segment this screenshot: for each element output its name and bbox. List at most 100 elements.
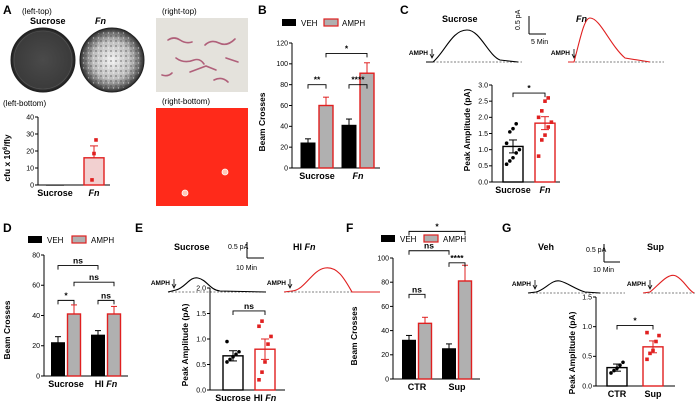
data-point: [536, 154, 541, 158]
panel-letter-f: F: [346, 221, 353, 235]
amph-stim-label: AMPH: [151, 280, 170, 287]
amph-stim-label: AMPH: [551, 50, 570, 57]
data-point: [266, 342, 270, 346]
x-category-label: Sucrose: [48, 379, 84, 389]
data-point: [514, 122, 518, 126]
x-category-label: Fn: [540, 185, 551, 195]
ylabel-main: cfu x 10: [2, 150, 12, 182]
chart-a: 0 10 20 30 40 Sucrose Fn: [26, 114, 110, 198]
panel-e-ylabel: Peak Amplitude (pA): [180, 303, 190, 386]
filament: [204, 38, 236, 46]
significance-bracket: [408, 230, 466, 236]
data-point: [615, 366, 619, 371]
current-trace: [642, 274, 695, 294]
data-point: [508, 130, 512, 134]
y-tick-label: 0: [36, 373, 40, 380]
data-point: [654, 339, 658, 344]
scale-x-label-c: 5 Min: [531, 39, 548, 46]
trace-left-label-g: Veh: [538, 242, 554, 252]
significance-label: **: [314, 75, 321, 85]
data-point: [257, 324, 261, 329]
left-top-caption: (left-top): [22, 7, 52, 16]
chart-g: 0.0 0.5 1.0 1.5 CTR Sup *: [582, 294, 675, 399]
category-italic: Fn: [353, 171, 364, 181]
stim-arrowhead: [429, 53, 435, 59]
significance-bracket: [512, 92, 546, 98]
data-point: [618, 363, 622, 368]
data-point: [511, 126, 515, 131]
data-point: [225, 360, 229, 364]
trace-right-label-e: HI Fn: [293, 242, 316, 252]
significance-label: *: [633, 315, 637, 325]
y-tick-label: 40: [381, 328, 389, 335]
current-trace: [426, 29, 519, 63]
data-point: [225, 339, 229, 344]
category-italic: Fn: [540, 185, 551, 195]
legend-veh-label: VEH: [301, 19, 318, 28]
panel-f-ylabel: Beam Crosses: [349, 306, 359, 365]
trace-left-label-e: Sucrose: [174, 242, 210, 252]
data-point: [237, 349, 241, 354]
filament: [189, 65, 217, 73]
significance-bracket: [97, 299, 115, 305]
y-tick-label: 2.0: [196, 285, 206, 292]
y-tick-label: 0.0: [478, 179, 488, 186]
x-category-label: HI Fn: [95, 379, 118, 389]
significance-bracket: [73, 281, 115, 287]
data-point: [609, 371, 613, 375]
x-category-label: Sup: [645, 389, 663, 399]
bar: [46, 184, 64, 186]
category-italic: Fn: [106, 379, 117, 389]
trace-right-label-g: Sup: [647, 242, 665, 252]
significance-bracket: [448, 262, 466, 267]
filament: [161, 72, 173, 77]
panel-letter-a: A: [3, 3, 12, 17]
y-tick-label: 0.5: [196, 362, 206, 369]
y-tick-label: 2.0: [478, 115, 488, 122]
scale-y-label-e: 0.5 pA: [228, 244, 249, 251]
data-point: [621, 360, 625, 365]
stim-arrowhead: [532, 284, 538, 290]
significance-bracket: [616, 325, 654, 330]
significance-label: *: [527, 83, 531, 93]
y-tick-label: 20: [280, 145, 288, 152]
data-point: [508, 159, 512, 163]
y-tick-label: 0: [284, 165, 288, 172]
y-tick-label: 100: [276, 61, 288, 68]
scale-x-label-e: 10 Min: [236, 265, 257, 272]
significance-bracket: [307, 84, 327, 89]
data-point: [517, 147, 522, 152]
data-point: [504, 141, 509, 145]
scale-bar-c: 0.5 pA 5 Min: [515, 9, 548, 46]
amph-stim-label: AMPH: [627, 281, 646, 288]
plate-sucrose-label: Sucrose: [30, 16, 66, 26]
scale-y-label-c: 0.5 pA: [515, 9, 522, 30]
panel-a-ylabel: cfu x 106/fly: [2, 134, 12, 182]
y-tick-label: 40: [26, 114, 34, 121]
y-tick-label: 60: [32, 283, 40, 290]
left-bottom-caption: (left-bottom): [3, 99, 46, 108]
colony-spot: [221, 168, 229, 176]
ylabel-tail: /fly: [2, 134, 12, 147]
category-prefix: HI: [254, 393, 266, 403]
data-point: [94, 138, 98, 142]
bar: [66, 313, 82, 377]
y-tick-label: 120: [276, 40, 288, 47]
amph-stim-label: AMPH: [409, 50, 428, 57]
bar: [83, 157, 105, 186]
panel-g-ylabel: Peak Amplitude (pA): [567, 311, 577, 394]
panel-d-ylabel: Beam Crosses: [2, 300, 12, 359]
bar: [442, 348, 456, 380]
bar: [534, 122, 556, 183]
data-point: [269, 334, 273, 339]
current-trace: [283, 267, 380, 293]
bar: [106, 313, 122, 377]
data-point: [546, 96, 550, 100]
chart-c: 0.0 0.5 1.0 1.5 2.0 2.5 3.0 Sucrose Fn *: [478, 82, 560, 195]
data-point: [549, 120, 554, 124]
significance-bracket: [348, 84, 368, 89]
data-point: [257, 378, 261, 382]
x-category-label: Fn: [353, 171, 364, 181]
significance-label: ns: [424, 241, 434, 251]
